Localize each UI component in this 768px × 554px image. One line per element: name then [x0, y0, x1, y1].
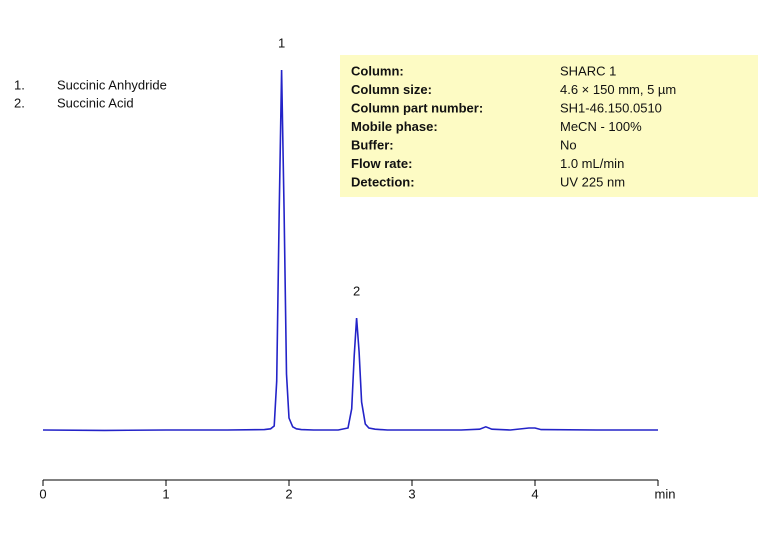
- info-label: Flow rate:: [351, 156, 412, 171]
- peak-label: 1: [278, 35, 285, 50]
- peak-label: 2: [353, 283, 360, 298]
- info-value: MeCN - 100%: [560, 119, 642, 134]
- trace: [42, 69, 658, 432]
- info-value: 4.6 × 150 mm, 5 µm: [560, 82, 676, 97]
- info-value: 1.0 mL/min: [560, 156, 624, 171]
- x-tick-label: 4: [531, 486, 538, 501]
- legend-number: 1.: [14, 77, 25, 92]
- info-label: Mobile phase:: [351, 119, 438, 134]
- info-label: Column part number:: [351, 100, 483, 115]
- legend-name: Succinic Anhydride: [57, 77, 167, 92]
- info-value: SH1-46.150.0510: [560, 100, 662, 115]
- legend-name: Succinic Acid: [57, 95, 134, 110]
- legend-number: 2.: [14, 95, 25, 110]
- x-tick-label: 3: [408, 486, 415, 501]
- x-tick-label: min: [655, 486, 676, 501]
- info-value: UV 225 nm: [560, 174, 625, 189]
- x-tick-label: 1: [162, 486, 169, 501]
- x-tick-label: 0: [39, 486, 46, 501]
- info-box: [340, 55, 758, 197]
- info-label: Buffer:: [351, 137, 394, 152]
- info-value: SHARC 1: [560, 63, 616, 78]
- info-label: Detection:: [351, 174, 415, 189]
- info-value: No: [560, 137, 577, 152]
- info-label: Column:: [351, 63, 404, 78]
- x-tick-label: 2: [285, 486, 292, 501]
- info-label: Column size:: [351, 82, 432, 97]
